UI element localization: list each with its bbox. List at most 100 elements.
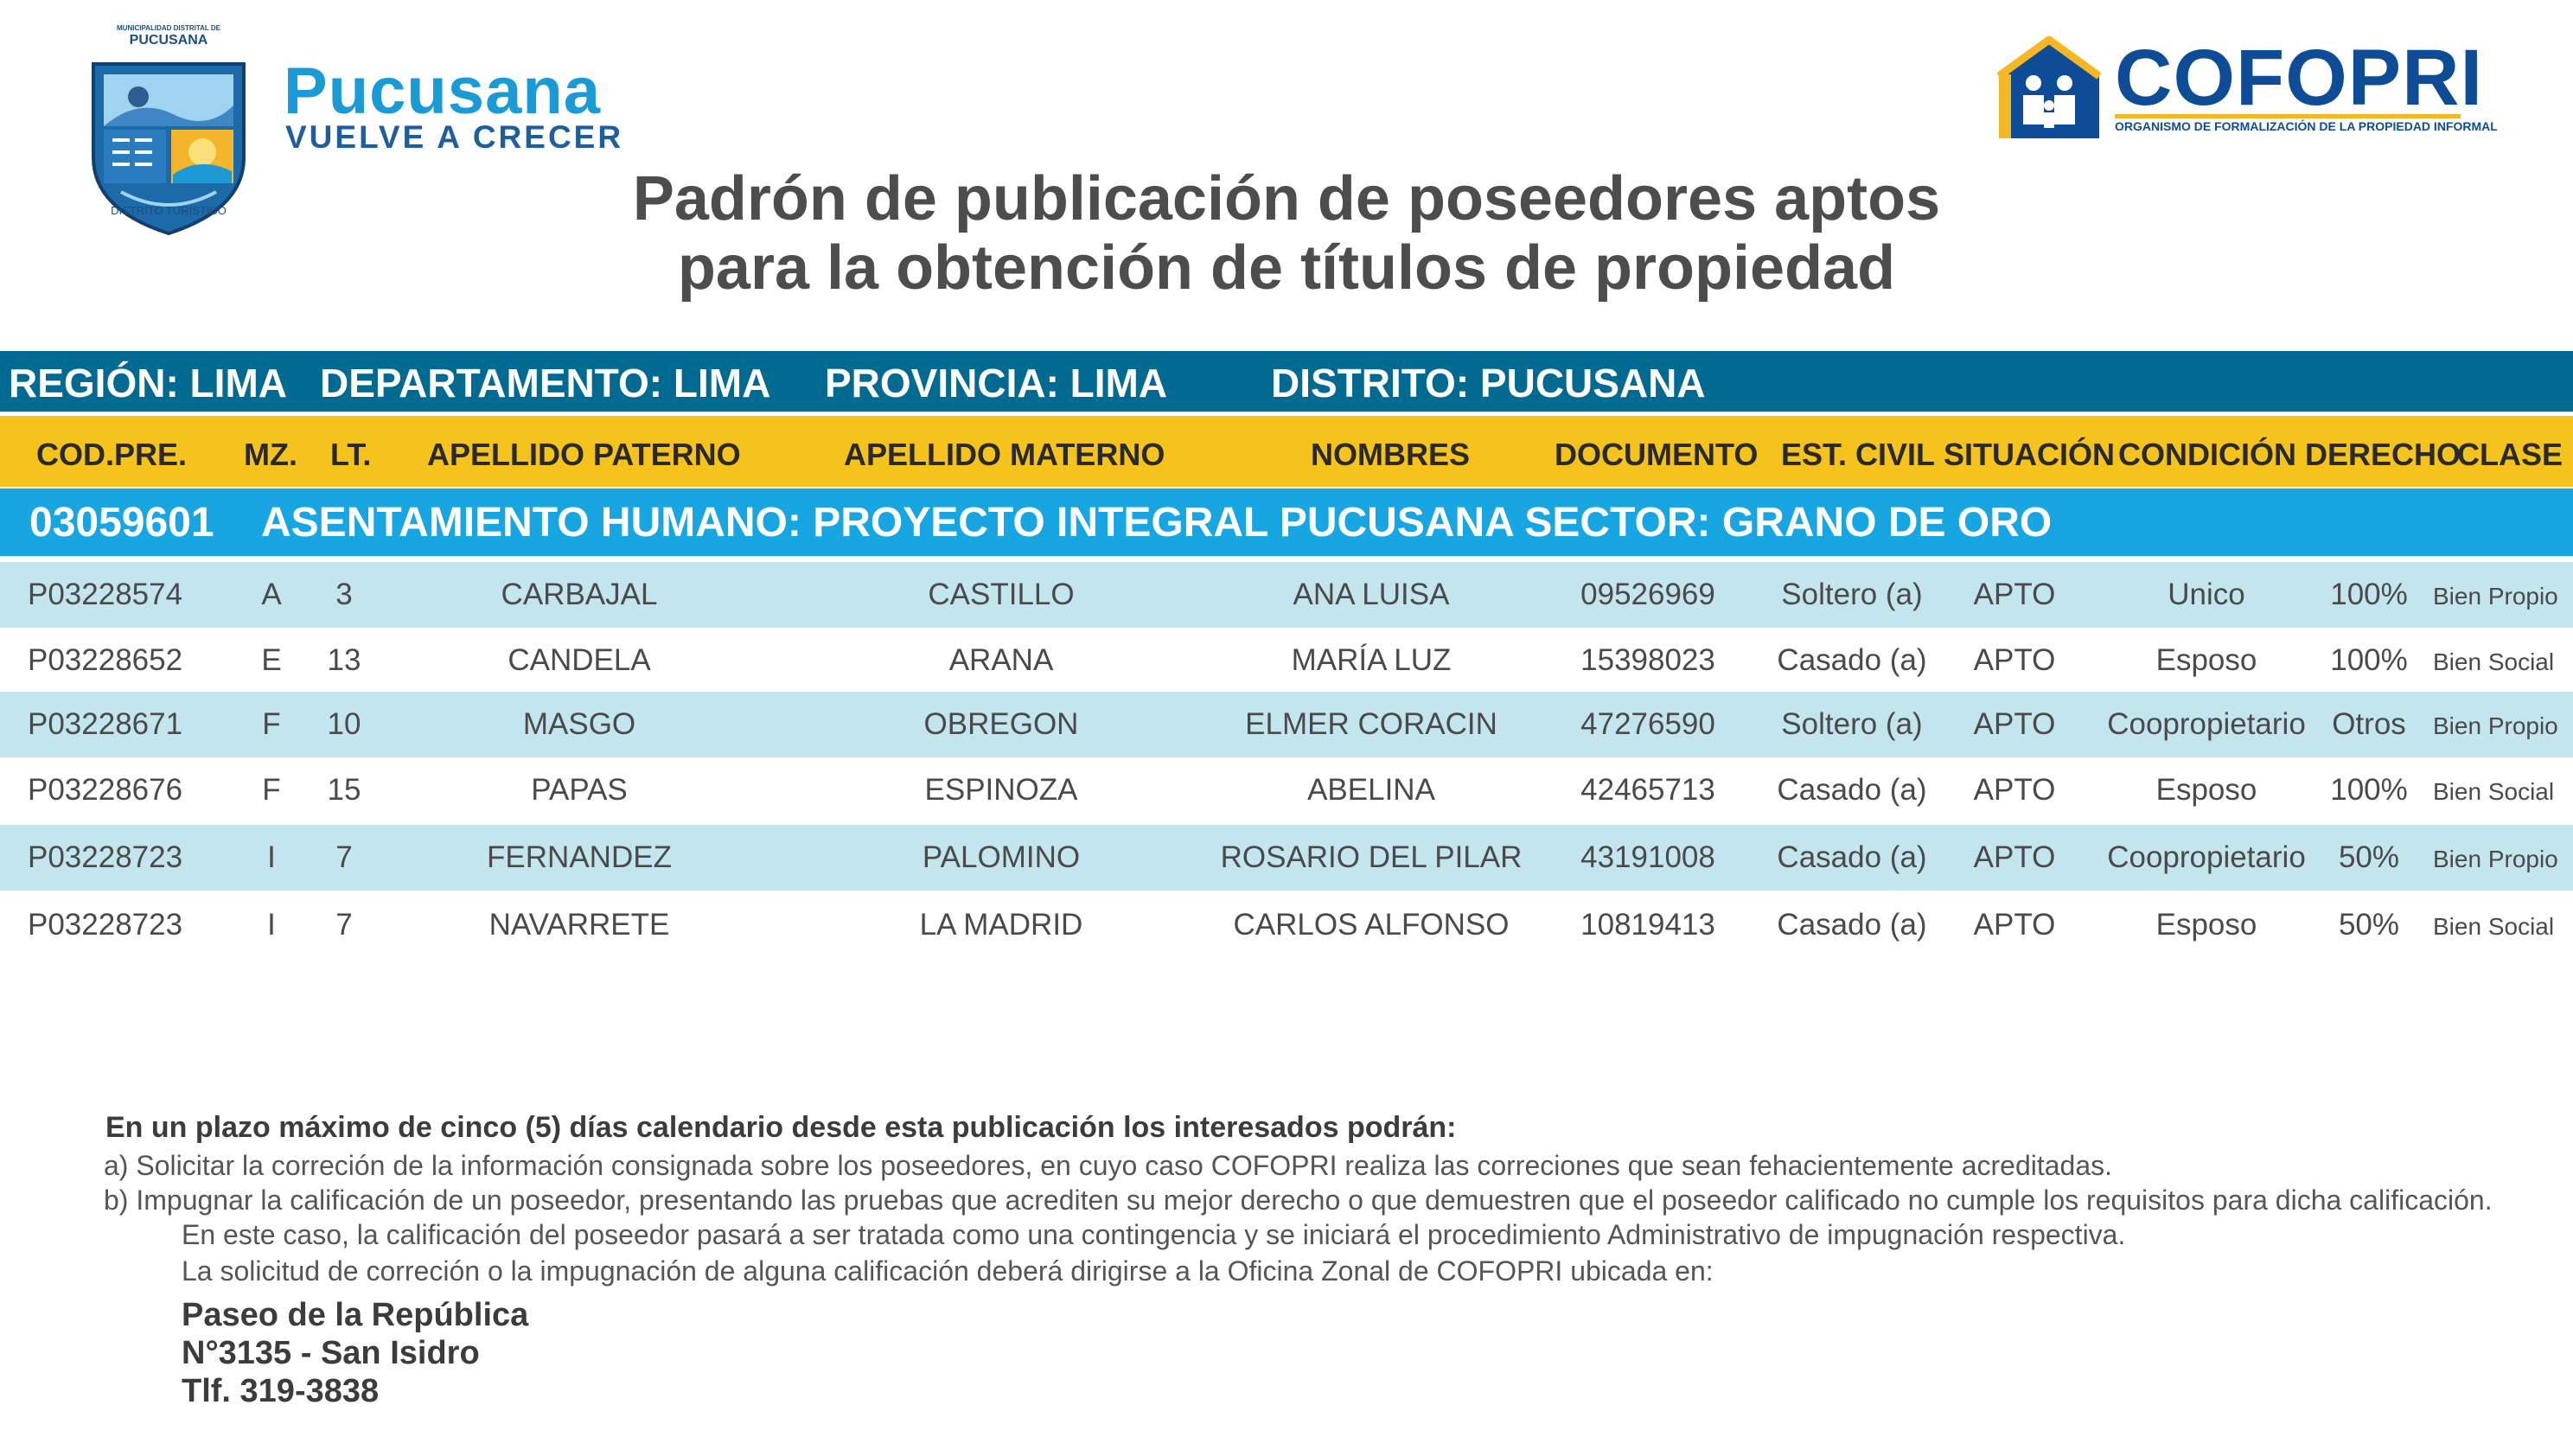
cell-nombres: ANA LUISA bbox=[1293, 578, 1450, 611]
cell-nombres: ROSARIO DEL PILAR bbox=[1220, 840, 1523, 874]
cell-documento: 09526969 bbox=[1580, 578, 1715, 611]
cell-nombres: CARLOS ALFONSO bbox=[1233, 908, 1510, 942]
notice-item-b-detail: En este caso, la calificación del poseed… bbox=[182, 1219, 2126, 1250]
col-situacion: SITUACIÓN bbox=[1944, 437, 2115, 472]
notice-instructions: La solicitud de correción o la impugnaci… bbox=[182, 1255, 1714, 1287]
col-cod-pre: COD.PRE. bbox=[36, 437, 188, 472]
table-row: P03228574 A 3 CARBAJAL CASTILLO ANA LUISA 0952… bbox=[0, 562, 2573, 628]
cell-apellido-materno: ARANA bbox=[948, 643, 1054, 677]
cell-cod-pre: P03228723 bbox=[28, 840, 183, 874]
region-bar: REGIÓN: LIMA DEPARTAMENTO: LIMA PROVINCI… bbox=[0, 351, 2573, 412]
table-row: P03228723 I 7 NAVARRETE LA MADRID CARLOS ALFO… bbox=[0, 892, 2573, 958]
cell-clase: Bien Social bbox=[2433, 648, 2555, 675]
cell-situacion: APTO bbox=[1973, 773, 2056, 807]
col-apellido-paterno: APELLIDO PATERNO bbox=[427, 437, 741, 472]
cell-apellido-materno: OBREGON bbox=[923, 707, 1079, 741]
cell-est-civil: Casado (a) bbox=[1777, 840, 1927, 874]
cell-mz: F bbox=[262, 773, 281, 807]
col-condicion-derecho: CONDICIÓN DERECHO bbox=[2118, 437, 2461, 472]
sector-code: 03059601 bbox=[29, 500, 214, 546]
cofopri-house-icon bbox=[1996, 35, 2102, 142]
cell-lt: 7 bbox=[335, 840, 353, 874]
cell-clase: Bien Propio bbox=[2433, 712, 2558, 739]
cell-cod-pre: P03228671 bbox=[28, 707, 183, 741]
cell-mz: I bbox=[267, 840, 276, 874]
cell-lt: 3 bbox=[335, 578, 353, 611]
cell-apellido-paterno: MASGO bbox=[522, 707, 636, 741]
col-documento: DOCUMENTO bbox=[1555, 437, 1759, 472]
cell-nombres: ELMER CORACIN bbox=[1245, 707, 1497, 741]
cell-lt: 7 bbox=[335, 908, 353, 942]
cell-condicion: Coopropietario bbox=[2107, 840, 2306, 874]
cell-derecho: 100% bbox=[2330, 643, 2408, 677]
cell-mz: A bbox=[261, 578, 282, 611]
cell-est-civil: Soltero (a) bbox=[1781, 707, 1923, 741]
cell-apellido-paterno: PAPAS bbox=[531, 773, 628, 807]
pucusana-wordmark: Pucusana bbox=[284, 54, 602, 128]
cell-lt: 10 bbox=[327, 707, 361, 741]
address-phone: Tlf. 319-3838 bbox=[182, 1373, 380, 1409]
shield-top-text: MUNICIPALIDAD DISTRITAL DE bbox=[117, 24, 220, 32]
cell-mz: E bbox=[261, 643, 282, 677]
table-row: P03228676 F 15 PAPAS ESPINOZA ABELINA 42465713… bbox=[0, 757, 2573, 823]
pucusana-tagline: VUELVE A CRECER bbox=[285, 119, 624, 155]
notice-item-a: a) Solicitar la correción de la informac… bbox=[104, 1150, 2113, 1181]
cell-mz: I bbox=[267, 908, 276, 942]
cell-clase: Bien Social bbox=[2433, 778, 2555, 805]
cell-condicion: Esposo bbox=[2155, 643, 2257, 677]
cell-situacion: APTO bbox=[1973, 840, 2056, 874]
table-row: P03228671 F 10 MASGO OBREGON ELMER CORACIN 472… bbox=[0, 692, 2573, 757]
cell-est-civil: Soltero (a) bbox=[1781, 578, 1923, 611]
pucusana-shield-logo: MUNICIPALIDAD DISTRITAL DE PUCUSANA DIST… bbox=[86, 24, 251, 237]
cell-cod-pre: P03228676 bbox=[28, 773, 183, 807]
cell-cod-pre: P03228652 bbox=[28, 643, 183, 677]
cell-documento: 42465713 bbox=[1580, 773, 1715, 807]
cell-condicion: Coopropietario bbox=[2107, 707, 2306, 741]
col-lt: LT. bbox=[330, 437, 372, 472]
cell-apellido-paterno: CARBAJAL bbox=[501, 578, 658, 611]
cell-documento: 47276590 bbox=[1580, 707, 1715, 741]
address-street: Paseo de la República bbox=[182, 1297, 529, 1333]
address-number: N°3135 - San Isidro bbox=[182, 1335, 480, 1371]
sector-name: ASENTAMIENTO HUMANO: PROYECTO INTEGRAL P… bbox=[261, 500, 2053, 546]
col-apellido-materno: APELLIDO MATERNO bbox=[844, 437, 1165, 472]
cell-derecho: 100% bbox=[2330, 578, 2408, 611]
provincia-label: PROVINCIA: LIMA bbox=[825, 361, 1168, 406]
cell-cod-pre: P03228574 bbox=[28, 578, 183, 611]
shield-bottom-text: DISTRITO TURÍSTICO bbox=[111, 204, 227, 217]
cell-clase: Bien Propio bbox=[2433, 846, 2558, 872]
table-row: P03228652 E 13 CANDELA ARANA MARÍA LUZ 1539802… bbox=[0, 628, 2573, 693]
cell-derecho: 100% bbox=[2330, 773, 2408, 807]
page-title-line-2: para la obtención de títulos de propieda… bbox=[677, 233, 1896, 303]
cell-clase: Bien Propio bbox=[2433, 583, 2558, 610]
cell-apellido-materno: PALOMINO bbox=[922, 840, 1081, 874]
cell-lt: 13 bbox=[327, 643, 361, 677]
cell-est-civil: Casado (a) bbox=[1777, 773, 1927, 807]
col-mz: MZ. bbox=[244, 437, 297, 472]
cell-est-civil: Casado (a) bbox=[1777, 908, 1927, 942]
cell-nombres: MARÍA LUZ bbox=[1291, 643, 1452, 677]
region-label: REGIÓN: LIMA bbox=[9, 361, 287, 406]
cofopri-subtitle: ORGANISMO DE FORMALIZACIÓN DE LA PROPIED… bbox=[2115, 119, 2498, 133]
cell-apellido-paterno: FERNANDEZ bbox=[487, 840, 672, 874]
cell-condicion: Esposo bbox=[2155, 773, 2257, 807]
cell-cod-pre: P03228723 bbox=[28, 908, 183, 942]
table-header: COD.PRE. MZ. LT. APELLIDO PATERNO APELLI… bbox=[0, 416, 2573, 487]
cell-situacion: APTO bbox=[1973, 707, 2056, 741]
shield-name: PUCUSANA bbox=[129, 33, 208, 48]
cell-mz: F bbox=[262, 707, 281, 741]
distrito-label: DISTRITO: PUCUSANA bbox=[1271, 361, 1706, 406]
cell-apellido-materno: LA MADRID bbox=[919, 908, 1083, 942]
notice-item-b: b) Impugnar la calificación de un poseed… bbox=[104, 1185, 2493, 1216]
cell-apellido-materno: ESPINOZA bbox=[924, 773, 1078, 807]
cell-condicion: Unico bbox=[2168, 578, 2245, 611]
page-title: Padrón de publicación de poseedores apto… bbox=[0, 164, 2573, 303]
cell-situacion: APTO bbox=[1973, 908, 2056, 942]
cell-lt: 15 bbox=[327, 773, 361, 807]
cell-derecho: 50% bbox=[2338, 840, 2400, 874]
cell-clase: Bien Social bbox=[2433, 913, 2555, 940]
col-est-civil: EST. CIVIL bbox=[1781, 437, 1936, 472]
cell-apellido-materno: CASTILLO bbox=[928, 578, 1075, 611]
cell-documento: 10819413 bbox=[1580, 908, 1715, 942]
cell-derecho: 50% bbox=[2338, 908, 2400, 942]
